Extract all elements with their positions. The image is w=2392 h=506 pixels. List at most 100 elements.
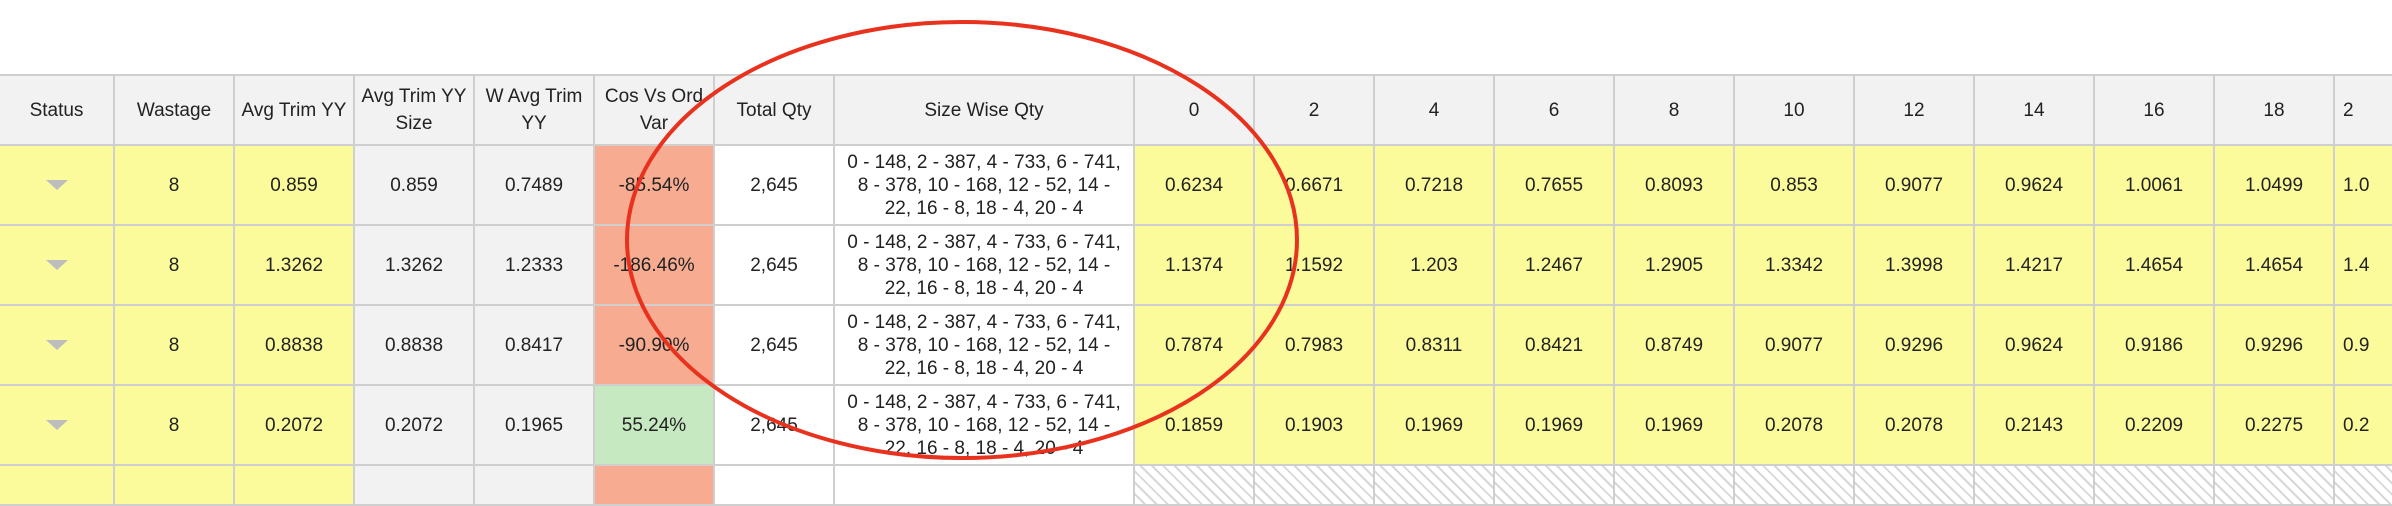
size-value-cell[interactable]: 0.2143 [1975,386,2095,466]
size-value-cell[interactable]: 0.2 [2335,386,2392,466]
header-status[interactable]: Status [0,76,115,146]
status-dropdown[interactable] [0,306,115,386]
size-value-cell[interactable]: 1.1374 [1135,226,1255,306]
size-value-cell[interactable]: 0.2078 [1855,386,1975,466]
avg-trim-yy-cell[interactable]: 0.859 [235,146,355,226]
size-value-cell[interactable]: 0.9186 [2095,306,2215,386]
total-qty-cell: 2,645 [715,386,835,466]
avg-trim-yy-size-cell: 0.8838 [355,306,475,386]
w-avg-trim-yy-cell: 0.7489 [475,146,595,226]
avg-trim-yy-size-cell: 1.3262 [355,226,475,306]
avg-trim-yy-cell[interactable]: 0.2072 [235,386,355,466]
size-value-cell[interactable]: 0.6234 [1135,146,1255,226]
size-value-cell [2335,466,2392,506]
size-wise-qty-cell: 0 - 148, 2 - 387, 4 - 733, 6 - 741, 8 - … [835,146,1135,226]
status-dropdown[interactable] [0,146,115,226]
header-wastage[interactable]: Wastage [115,76,235,146]
header-size-12[interactable]: 12 [1855,76,1975,146]
size-value-cell[interactable]: 1.4654 [2095,226,2215,306]
size-value-cell[interactable]: 0.7655 [1495,146,1615,226]
avg-trim-yy-size-cell [355,466,475,506]
size-value-cell[interactable]: 1.3342 [1735,226,1855,306]
size-value-cell[interactable]: 0.9077 [1855,146,1975,226]
size-value-cell [1495,466,1615,506]
header-size-16[interactable]: 16 [2095,76,2215,146]
w-avg-trim-yy-cell [475,466,595,506]
size-value-cell[interactable]: 0.1969 [1615,386,1735,466]
status-dropdown[interactable] [0,466,115,506]
header-size-8[interactable]: 8 [1615,76,1735,146]
size-value-cell[interactable]: 1.0 [2335,146,2392,226]
size-value-cell[interactable]: 0.6671 [1255,146,1375,226]
cos-vs-ord-var-cell: -85.54% [595,146,715,226]
size-value-cell[interactable]: 1.3998 [1855,226,1975,306]
wastage-cell[interactable]: 8 [115,146,235,226]
size-value-cell[interactable]: 1.2467 [1495,226,1615,306]
avg-trim-yy-cell[interactable] [235,466,355,506]
w-avg-trim-yy-cell: 0.8417 [475,306,595,386]
size-value-cell[interactable]: 0.853 [1735,146,1855,226]
wastage-cell[interactable]: 8 [115,306,235,386]
size-value-cell[interactable]: 0.7983 [1255,306,1375,386]
header-avg-trim-yy-size[interactable]: Avg Trim YY Size [355,76,475,146]
avg-trim-yy-cell[interactable]: 1.3262 [235,226,355,306]
header-size-14[interactable]: 14 [1975,76,2095,146]
size-value-cell [1615,466,1735,506]
status-dropdown[interactable] [0,226,115,306]
size-value-cell[interactable]: 0.9296 [1855,306,1975,386]
header-size-0[interactable]: 0 [1135,76,1255,146]
avg-trim-yy-size-cell: 0.2072 [355,386,475,466]
size-value-cell[interactable]: 0.7874 [1135,306,1255,386]
size-wise-qty-cell [835,466,1135,506]
status-dropdown[interactable] [0,386,115,466]
header-size-4[interactable]: 4 [1375,76,1495,146]
size-value-cell[interactable]: 0.9077 [1735,306,1855,386]
size-value-cell[interactable]: 0.7218 [1375,146,1495,226]
header-size-10[interactable]: 10 [1735,76,1855,146]
size-value-cell[interactable]: 0.8311 [1375,306,1495,386]
size-value-cell[interactable]: 0.9296 [2215,306,2335,386]
caret-down-icon [45,340,68,350]
size-value-cell[interactable]: 1.4654 [2215,226,2335,306]
size-value-cell[interactable]: 1.4217 [1975,226,2095,306]
size-value-cell[interactable]: 0.1969 [1495,386,1615,466]
size-value-cell[interactable]: 1.203 [1375,226,1495,306]
size-value-cell[interactable]: 1.4 [2335,226,2392,306]
wastage-cell[interactable]: 8 [115,386,235,466]
size-value-cell[interactable]: 1.2905 [1615,226,1735,306]
header-cos-vs-ord-var[interactable]: Cos Vs Ord Var [595,76,715,146]
size-value-cell[interactable]: 0.2209 [2095,386,2215,466]
size-value-cell[interactable]: 0.8421 [1495,306,1615,386]
avg-trim-yy-size-cell: 0.859 [355,146,475,226]
header-avg-trim-yy[interactable]: Avg Trim YY [235,76,355,146]
size-value-cell[interactable]: 0.1969 [1375,386,1495,466]
header-w-avg-trim-yy[interactable]: W Avg Trim YY [475,76,595,146]
header-size-6[interactable]: 6 [1495,76,1615,146]
avg-trim-yy-cell[interactable]: 0.8838 [235,306,355,386]
size-value-cell[interactable]: 0.1859 [1135,386,1255,466]
size-value-cell[interactable]: 0.9624 [1975,146,2095,226]
header-total-qty[interactable]: Total Qty [715,76,835,146]
header-size-2[interactable]: 2 [1255,76,1375,146]
size-value-cell[interactable]: 1.0061 [2095,146,2215,226]
header-size-18[interactable]: 18 [2215,76,2335,146]
size-value-cell[interactable]: 0.9624 [1975,306,2095,386]
wastage-cell[interactable] [115,466,235,506]
size-value-cell[interactable]: 0.2078 [1735,386,1855,466]
size-value-cell[interactable]: 1.1592 [1255,226,1375,306]
size-value-cell[interactable]: 0.1903 [1255,386,1375,466]
total-qty-cell: 2,645 [715,306,835,386]
w-avg-trim-yy-cell: 0.1965 [475,386,595,466]
header-size-wise-qty[interactable]: Size Wise Qty [835,76,1135,146]
caret-down-icon [45,420,68,430]
size-value-cell [1975,466,2095,506]
header-size-20[interactable]: 2 [2335,76,2392,146]
wastage-cell[interactable]: 8 [115,226,235,306]
caret-down-icon [45,180,68,190]
size-value-cell[interactable]: 0.9 [2335,306,2392,386]
size-value-cell [2095,466,2215,506]
size-value-cell[interactable]: 0.2275 [2215,386,2335,466]
size-value-cell[interactable]: 0.8749 [1615,306,1735,386]
size-value-cell[interactable]: 0.8093 [1615,146,1735,226]
size-value-cell[interactable]: 1.0499 [2215,146,2335,226]
